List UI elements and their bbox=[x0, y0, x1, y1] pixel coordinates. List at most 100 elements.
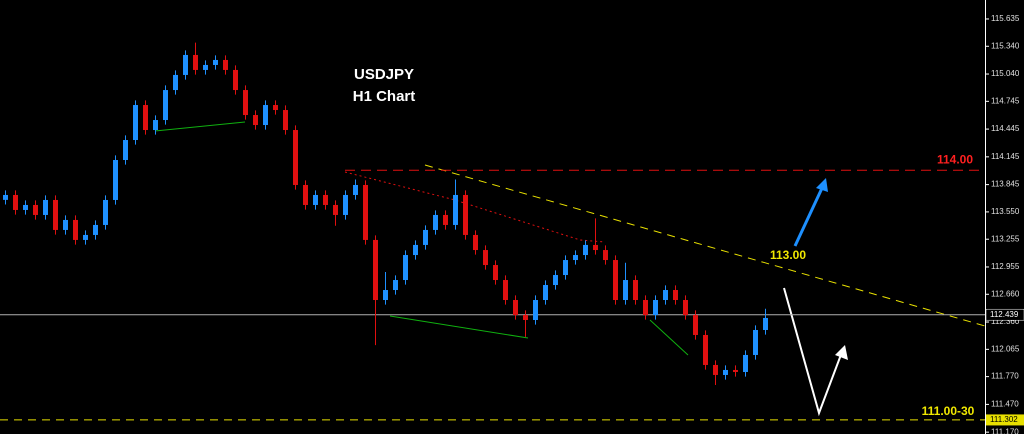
candle-body bbox=[493, 265, 498, 281]
candle-body bbox=[333, 204, 338, 215]
candle-body bbox=[543, 285, 548, 301]
y-tick-label: 114.445 bbox=[991, 124, 1020, 133]
candle-body bbox=[13, 194, 18, 210]
candle-body bbox=[203, 64, 208, 70]
candle-body bbox=[713, 364, 718, 375]
candle-body bbox=[323, 194, 328, 205]
candle-body bbox=[373, 239, 378, 301]
candle-body bbox=[163, 90, 168, 121]
chart-subtitle: H1 Chart bbox=[353, 88, 416, 105]
y-tick-label: 112.360 bbox=[991, 317, 1020, 326]
support-line-label: 111.302 bbox=[990, 415, 1018, 424]
candle-body bbox=[753, 329, 758, 355]
y-tick-label: 115.635 bbox=[991, 14, 1020, 23]
last-price-line-box bbox=[986, 309, 1024, 321]
candle-body bbox=[33, 204, 38, 215]
candle-body bbox=[413, 244, 418, 256]
candle-body bbox=[603, 250, 608, 261]
green-line bbox=[154, 121, 246, 132]
candle-body bbox=[133, 105, 138, 141]
y-tick-label: 111.170 bbox=[991, 427, 1019, 434]
candle-body bbox=[363, 184, 368, 240]
chart-title: USDJPY bbox=[354, 66, 414, 83]
candle-body bbox=[3, 194, 8, 200]
candle-body bbox=[383, 290, 388, 301]
candle-body bbox=[193, 54, 198, 70]
candle-body bbox=[653, 300, 658, 315]
support-label: 111.00-30 bbox=[922, 404, 975, 418]
candle-body bbox=[473, 234, 478, 251]
candle-body bbox=[103, 199, 108, 225]
target-label: 113.00 bbox=[770, 248, 806, 262]
green-line bbox=[389, 315, 529, 339]
candle-body bbox=[573, 255, 578, 261]
candle-body bbox=[283, 110, 288, 131]
candle-body bbox=[763, 317, 768, 330]
candle-body bbox=[43, 199, 48, 215]
arrow-head bbox=[835, 345, 848, 360]
candle-body bbox=[23, 204, 28, 210]
candle-body bbox=[233, 69, 238, 91]
candle-body bbox=[633, 280, 638, 301]
y-tick-label: 114.145 bbox=[991, 152, 1020, 161]
dotted-trend bbox=[344, 171, 606, 243]
last-price-outline bbox=[985, 308, 1024, 321]
candle-body bbox=[273, 105, 278, 111]
candle-body bbox=[683, 300, 688, 315]
y-tick-label: 111.770 bbox=[991, 372, 1019, 381]
candle-body bbox=[673, 290, 678, 301]
candle-body bbox=[83, 234, 88, 240]
candle-body bbox=[113, 159, 118, 200]
y-tick-label: 112.660 bbox=[991, 289, 1020, 298]
candle-body bbox=[153, 120, 158, 131]
candle-body bbox=[263, 105, 268, 126]
candle-body bbox=[183, 54, 188, 75]
candle-body bbox=[53, 199, 58, 230]
y-tick-label: 113.845 bbox=[991, 180, 1020, 189]
candle-body bbox=[423, 229, 428, 245]
candle-body bbox=[343, 194, 348, 215]
candle-body bbox=[503, 280, 508, 301]
candle-body bbox=[143, 105, 148, 131]
candle-body bbox=[553, 275, 558, 286]
candle-body bbox=[623, 280, 628, 301]
y-tick-label: 113.550 bbox=[991, 207, 1020, 216]
candle-body bbox=[733, 369, 738, 372]
candle-body bbox=[743, 354, 748, 372]
candle-body bbox=[313, 194, 318, 205]
candle-body bbox=[483, 250, 488, 266]
candle-body bbox=[123, 140, 128, 160]
candle-body bbox=[73, 219, 78, 240]
candle-body bbox=[63, 219, 68, 230]
y-tick-label: 112.065 bbox=[991, 344, 1020, 353]
y-tick-label: 115.040 bbox=[991, 69, 1020, 78]
candle-body bbox=[583, 244, 588, 256]
y-tick-label: 114.745 bbox=[991, 96, 1020, 105]
support-line-box bbox=[986, 414, 1024, 426]
candle-body bbox=[93, 224, 98, 235]
candle-body bbox=[453, 194, 458, 225]
candle-body bbox=[613, 260, 618, 301]
candle-body bbox=[303, 184, 308, 205]
candle-body bbox=[223, 59, 228, 70]
candle-body bbox=[213, 59, 218, 65]
candle-body bbox=[443, 214, 448, 225]
candle-body bbox=[523, 314, 528, 320]
arrow-head bbox=[816, 178, 828, 192]
candle-body bbox=[403, 255, 408, 281]
candle-body bbox=[253, 115, 258, 126]
arrow-up bbox=[793, 185, 825, 247]
y-tick-label: 111.470 bbox=[991, 399, 1019, 408]
last-price-line-label: 112.439 bbox=[990, 310, 1019, 319]
scenario-path bbox=[783, 287, 843, 417]
candle-body bbox=[353, 184, 358, 195]
candle-body bbox=[703, 334, 708, 365]
y-tick-label: 115.340 bbox=[991, 41, 1020, 50]
candle-body bbox=[593, 244, 598, 251]
candle-body bbox=[643, 300, 648, 315]
candle-body bbox=[693, 314, 698, 335]
candle-body bbox=[563, 260, 568, 276]
candle-body bbox=[463, 194, 468, 235]
candle-body bbox=[393, 280, 398, 291]
